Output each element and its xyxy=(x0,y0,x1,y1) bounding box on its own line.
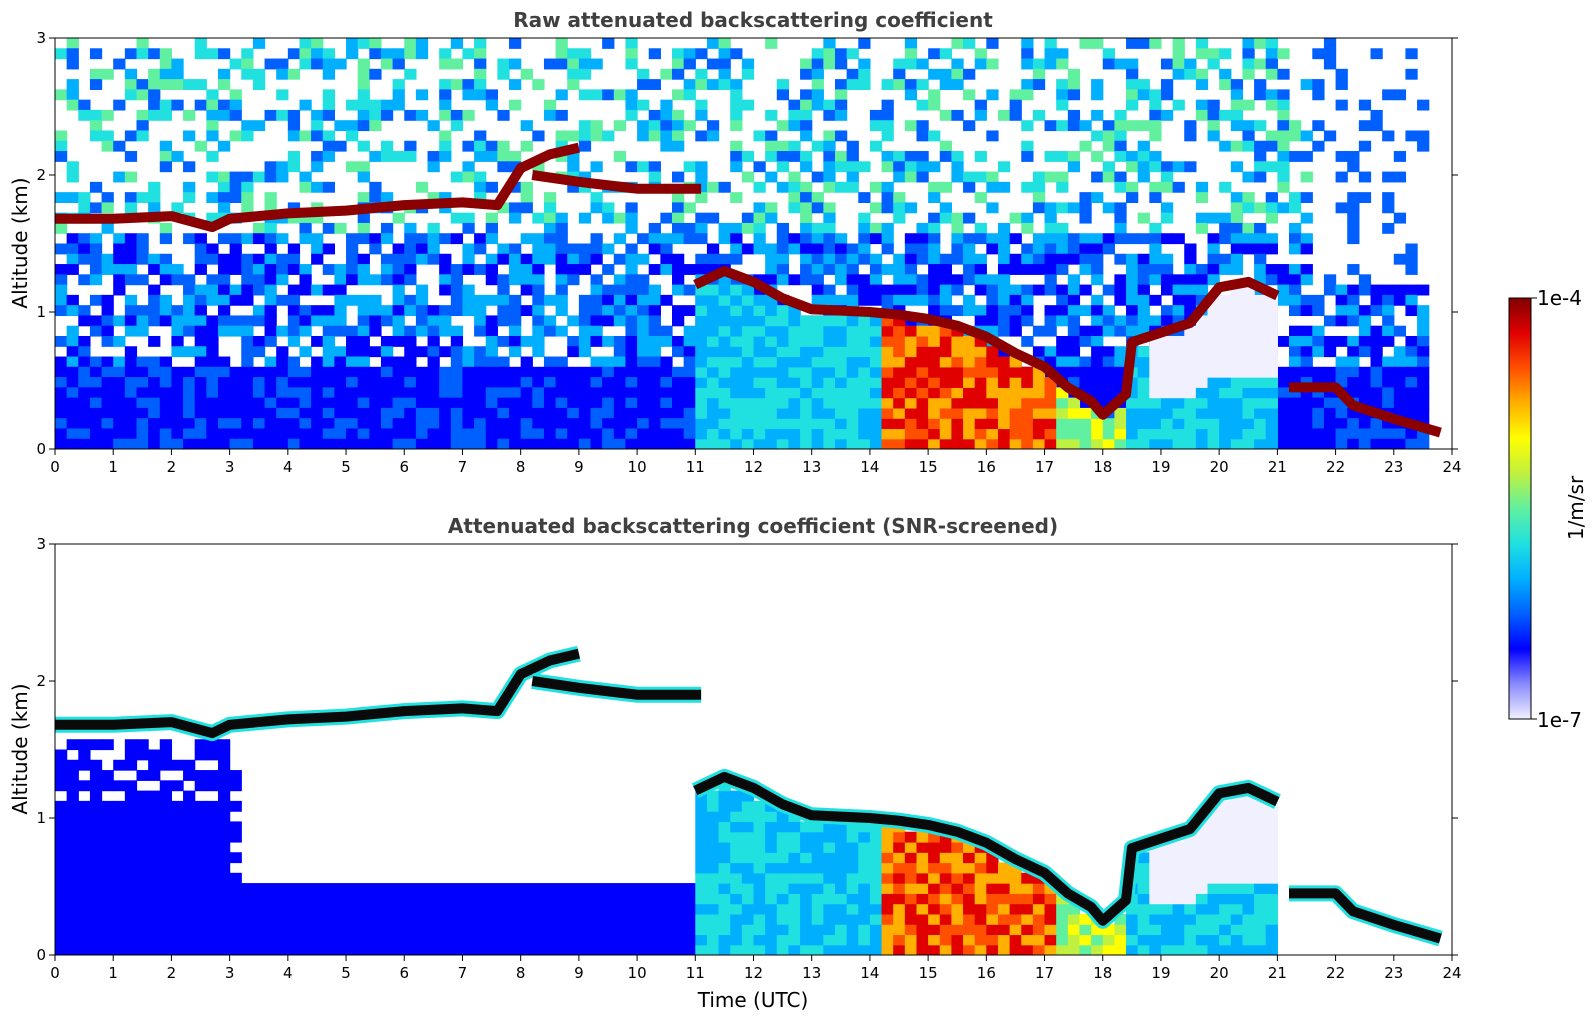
screened-x-ticks: 0 1 2 3 4 5 6 7 8 9 10 11 12 13 14 15 16 17 18 19 20 21 22 23 24 xyxy=(50,955,1462,982)
x-tick-label: 16 xyxy=(977,964,996,982)
boundary-layer-top xyxy=(693,771,1280,926)
x-tick-label: 19 xyxy=(1151,964,1170,982)
x-tick-label: 23 xyxy=(1384,964,1403,982)
cloud-top-layer xyxy=(55,142,581,233)
upper-layer xyxy=(531,676,702,700)
raw-backscatter-panel: Raw attenuated backscattering coefficien… xyxy=(8,8,1462,476)
x-tick-label: 10 xyxy=(628,458,647,476)
x-tick-label: 24 xyxy=(1442,964,1461,982)
x-tick-label: 12 xyxy=(744,964,763,982)
x-tick-label: 17 xyxy=(1035,458,1054,476)
x-tick-label: 8 xyxy=(516,458,526,476)
low-layer xyxy=(1289,382,1442,438)
x-tick-label: 19 xyxy=(1151,458,1170,476)
x-tick-label: 14 xyxy=(860,964,879,982)
x-tick-label: 22 xyxy=(1326,964,1345,982)
colorbar-min-label: 1e-7 xyxy=(1537,708,1582,732)
colorbar-max-label: 1e-4 xyxy=(1537,286,1582,310)
x-tick-label: 9 xyxy=(574,458,584,476)
y-tick-label: 2 xyxy=(36,166,46,184)
x-tick-label: 16 xyxy=(977,458,996,476)
x-tick-label: 6 xyxy=(399,458,409,476)
x-tick-label: 11 xyxy=(686,964,705,982)
x-tick-label: 5 xyxy=(341,964,351,982)
boundary-layer-top xyxy=(693,265,1280,420)
x-tick-label: 15 xyxy=(919,964,938,982)
x-tick-label: 4 xyxy=(283,964,293,982)
x-tick-label: 0 xyxy=(50,964,60,982)
x-tick-label: 24 xyxy=(1442,458,1461,476)
x-tick-label: 20 xyxy=(1210,458,1229,476)
x-tick-label: 18 xyxy=(1093,458,1112,476)
colorbar: 1e-4 1e-7 1/m/sr xyxy=(1508,286,1588,732)
screened-y-ticks: 0 1 2 3 xyxy=(36,535,1458,964)
x-tick-label: 1 xyxy=(108,964,118,982)
y-tick-label: 1 xyxy=(36,809,46,827)
x-tick-label: 4 xyxy=(283,458,293,476)
x-tick-label: 17 xyxy=(1035,964,1054,982)
x-tick-label: 20 xyxy=(1210,964,1229,982)
y-tick-label: 1 xyxy=(36,303,46,321)
x-tick-label: 9 xyxy=(574,964,584,982)
x-tick-label: 22 xyxy=(1326,458,1345,476)
upper-layer xyxy=(531,170,702,194)
x-tick-label: 12 xyxy=(744,458,763,476)
x-tick-label: 11 xyxy=(686,458,705,476)
x-tick-label: 14 xyxy=(860,458,879,476)
y-tick-label: 3 xyxy=(36,535,46,553)
x-tick-label: 1 xyxy=(108,458,118,476)
x-tick-label: 15 xyxy=(919,458,938,476)
colorbar-unit-label: 1/m/sr xyxy=(1564,475,1588,540)
x-tick-label: 21 xyxy=(1268,458,1287,476)
x-tick-label: 2 xyxy=(167,964,177,982)
x-tick-label: 2 xyxy=(167,458,177,476)
x-axis-label: Time (UTC) xyxy=(697,988,809,1012)
y-tick-label: 3 xyxy=(36,29,46,47)
colorbar-ramp xyxy=(1508,297,1532,720)
x-tick-label: 3 xyxy=(225,964,235,982)
raw-panel-title: Raw attenuated backscattering coefficien… xyxy=(513,8,993,32)
x-tick-label: 5 xyxy=(341,458,351,476)
x-tick-label: 6 xyxy=(399,964,409,982)
x-tick-label: 7 xyxy=(458,458,468,476)
raw-y-ticks: 0 1 2 3 xyxy=(36,29,1458,458)
x-tick-label: 21 xyxy=(1268,964,1287,982)
screened-heatmap xyxy=(55,645,1443,955)
x-tick-label: 0 xyxy=(50,458,60,476)
x-tick-label: 13 xyxy=(802,964,821,982)
cloud-top-layer xyxy=(55,648,581,739)
screened-y-axis-label: Altitude (km) xyxy=(8,683,32,814)
screened-backscatter-panel: Attenuated backscattering coefficient (S… xyxy=(8,514,1462,1012)
x-tick-label: 23 xyxy=(1384,458,1403,476)
x-tick-label: 10 xyxy=(628,964,647,982)
y-tick-label: 0 xyxy=(36,440,46,458)
raw-x-ticks: 0 1 2 3 4 5 6 7 8 9 10 11 12 13 14 15 16 17 18 19 20 21 22 23 24 xyxy=(50,449,1462,476)
y-tick-label: 2 xyxy=(36,672,46,690)
x-tick-label: 3 xyxy=(225,458,235,476)
raw-y-axis-label: Altitude (km) xyxy=(8,177,32,308)
x-tick-label: 13 xyxy=(802,458,821,476)
x-tick-label: 8 xyxy=(516,964,526,982)
x-tick-label: 18 xyxy=(1093,964,1112,982)
low-layer xyxy=(1289,888,1442,944)
raw-heatmap xyxy=(55,38,1442,449)
x-tick-label: 7 xyxy=(458,964,468,982)
screened-panel-title: Attenuated backscattering coefficient (S… xyxy=(448,514,1058,538)
y-tick-label: 0 xyxy=(36,946,46,964)
